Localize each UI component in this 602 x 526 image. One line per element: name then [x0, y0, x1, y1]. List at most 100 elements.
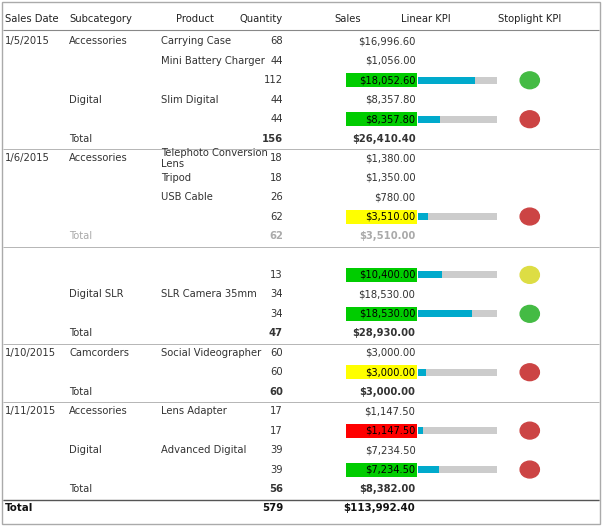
Text: 579: 579 [262, 503, 283, 513]
Text: $16,996.60: $16,996.60 [358, 36, 415, 46]
Text: Social Videographer: Social Videographer [161, 348, 262, 358]
Circle shape [520, 461, 539, 478]
FancyBboxPatch shape [418, 77, 475, 84]
Text: Total: Total [5, 503, 33, 513]
FancyBboxPatch shape [346, 423, 417, 438]
Text: $18,530.00: $18,530.00 [359, 309, 415, 319]
Text: $3,000.00: $3,000.00 [365, 367, 415, 377]
Text: Accessories: Accessories [69, 36, 128, 46]
Text: Product: Product [176, 14, 213, 25]
FancyBboxPatch shape [418, 116, 497, 123]
FancyBboxPatch shape [418, 213, 428, 220]
Text: Camcorders: Camcorders [69, 348, 129, 358]
FancyBboxPatch shape [418, 466, 497, 473]
FancyBboxPatch shape [418, 369, 497, 376]
Text: 18: 18 [270, 153, 283, 163]
FancyBboxPatch shape [346, 268, 417, 282]
Text: 39: 39 [270, 464, 283, 474]
FancyBboxPatch shape [418, 213, 497, 220]
Text: $3,000.00: $3,000.00 [365, 348, 415, 358]
Text: Accessories: Accessories [69, 406, 128, 416]
Text: Sales Date: Sales Date [5, 14, 58, 25]
Text: $3,510.00: $3,510.00 [365, 211, 415, 221]
FancyBboxPatch shape [418, 271, 442, 278]
Text: Sales: Sales [335, 14, 361, 25]
Text: $8,382.00: $8,382.00 [359, 484, 415, 494]
Text: $1,380.00: $1,380.00 [365, 153, 415, 163]
FancyBboxPatch shape [418, 77, 497, 84]
Circle shape [520, 306, 539, 322]
Text: 1/5/2015: 1/5/2015 [5, 36, 50, 46]
FancyBboxPatch shape [346, 209, 417, 224]
Text: 13: 13 [270, 270, 283, 280]
Text: USB Cable: USB Cable [161, 192, 213, 202]
Text: $1,350.00: $1,350.00 [365, 173, 415, 183]
Text: $10,400.00: $10,400.00 [359, 270, 415, 280]
Text: 26: 26 [270, 192, 283, 202]
FancyBboxPatch shape [418, 310, 471, 317]
FancyBboxPatch shape [418, 310, 497, 317]
Circle shape [520, 72, 539, 89]
FancyBboxPatch shape [418, 271, 497, 278]
Text: 44: 44 [270, 56, 283, 66]
FancyBboxPatch shape [346, 365, 417, 379]
Text: Total: Total [69, 387, 92, 397]
Text: Lens: Lens [161, 159, 184, 169]
Text: Stoplight KPI: Stoplight KPI [498, 14, 562, 25]
Text: Total: Total [69, 231, 92, 241]
Text: 47: 47 [269, 328, 283, 338]
Text: $26,410.40: $26,410.40 [352, 134, 415, 144]
Text: Total: Total [69, 484, 92, 494]
Text: $7,234.50: $7,234.50 [365, 445, 415, 455]
FancyBboxPatch shape [418, 369, 426, 376]
Text: 60: 60 [270, 348, 283, 358]
Text: 156: 156 [262, 134, 283, 144]
Text: $780.00: $780.00 [374, 192, 415, 202]
Text: Digital SLR: Digital SLR [69, 289, 124, 299]
Text: 1/11/2015: 1/11/2015 [5, 406, 56, 416]
Text: $8,357.80: $8,357.80 [365, 95, 415, 105]
Text: SLR Camera 35mm: SLR Camera 35mm [161, 289, 257, 299]
Circle shape [520, 208, 539, 225]
Text: Digital: Digital [69, 95, 102, 105]
Text: $1,056.00: $1,056.00 [365, 56, 415, 66]
Text: $18,530.00: $18,530.00 [359, 289, 415, 299]
Text: $7,234.50: $7,234.50 [365, 464, 415, 474]
Text: Total: Total [69, 328, 92, 338]
Text: 1/10/2015: 1/10/2015 [5, 348, 56, 358]
FancyBboxPatch shape [346, 307, 417, 321]
FancyBboxPatch shape [346, 462, 417, 477]
Text: 39: 39 [270, 445, 283, 455]
FancyBboxPatch shape [418, 466, 439, 473]
Text: $3,510.00: $3,510.00 [359, 231, 415, 241]
Text: $113,992.40: $113,992.40 [344, 503, 415, 513]
Text: $8,357.80: $8,357.80 [365, 114, 415, 124]
FancyBboxPatch shape [418, 427, 497, 434]
Text: Carrying Case: Carrying Case [161, 36, 231, 46]
Circle shape [520, 422, 539, 439]
Text: $18,052.60: $18,052.60 [359, 75, 415, 85]
Text: Total: Total [69, 134, 92, 144]
Text: 62: 62 [270, 211, 283, 221]
FancyBboxPatch shape [418, 116, 440, 123]
Text: $3,000.00: $3,000.00 [359, 387, 415, 397]
Text: $1,147.50: $1,147.50 [364, 406, 415, 416]
Text: 34: 34 [270, 289, 283, 299]
Text: Mini Battery Charger: Mini Battery Charger [161, 56, 265, 66]
Circle shape [520, 111, 539, 128]
Text: 1/6/2015: 1/6/2015 [5, 153, 50, 163]
Circle shape [520, 267, 539, 284]
Text: Lens Adapter: Lens Adapter [161, 406, 227, 416]
Text: 34: 34 [270, 309, 283, 319]
Text: Subcategory: Subcategory [69, 14, 132, 25]
Text: Linear KPI: Linear KPI [401, 14, 450, 25]
Text: 62: 62 [269, 231, 283, 241]
Text: Digital: Digital [69, 445, 102, 455]
Text: Advanced Digital: Advanced Digital [161, 445, 247, 455]
Text: Accessories: Accessories [69, 153, 128, 163]
Text: 68: 68 [270, 36, 283, 46]
FancyBboxPatch shape [418, 427, 423, 434]
Text: 56: 56 [269, 484, 283, 494]
Circle shape [520, 364, 539, 381]
Text: 17: 17 [270, 406, 283, 416]
